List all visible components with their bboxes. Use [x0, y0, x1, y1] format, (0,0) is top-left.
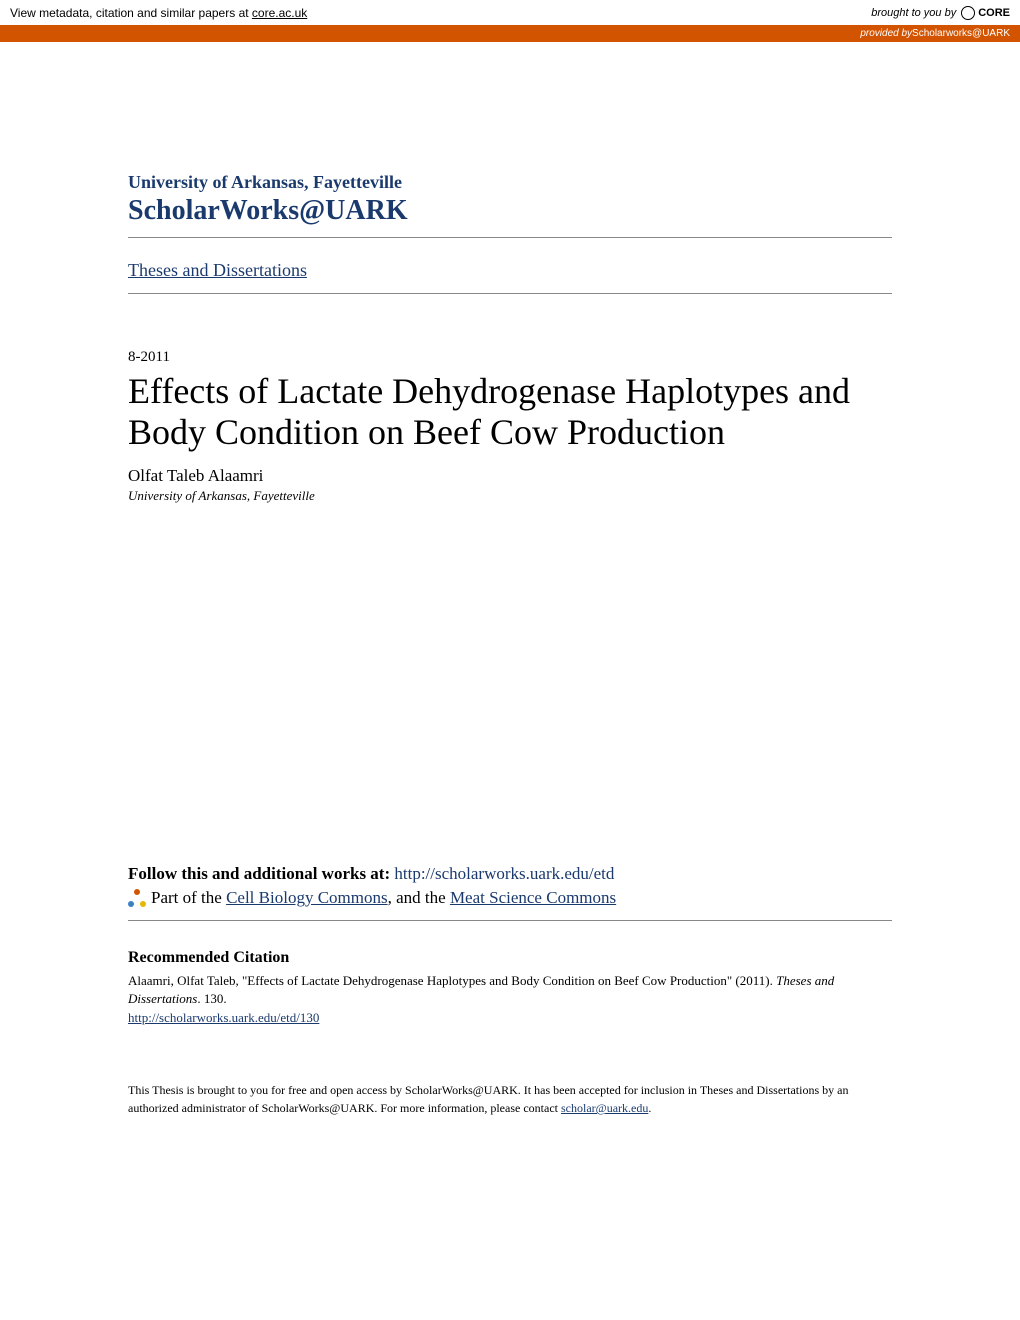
- banner-right: brought to you by CORE: [871, 6, 1010, 20]
- part-of-row: Part of the Cell Biology Commons, and th…: [128, 888, 892, 908]
- provided-by-value: Scholarworks@UARK: [912, 28, 1010, 39]
- follow-label: Follow this and additional works at:: [128, 864, 394, 883]
- citation-part1: Alaamri, Olfat Taleb, "Effects of Lactat…: [128, 973, 776, 988]
- banner-left: View metadata, citation and similar pape…: [10, 6, 307, 20]
- theses-dissertations-link[interactable]: Theses and Dissertations: [128, 260, 892, 281]
- author-affiliation: University of Arkansas, Fayetteville: [128, 488, 892, 504]
- partof-prefix: Part of the: [151, 888, 226, 907]
- etd-url-link[interactable]: http://scholarworks.uark.edu/etd: [394, 864, 614, 883]
- meat-science-commons-link[interactable]: Meat Science Commons: [450, 888, 616, 907]
- author-name: Olfat Taleb Alaamri: [128, 466, 892, 486]
- repository-title[interactable]: ScholarWorks@UARK: [128, 195, 892, 227]
- divider-3: [128, 920, 892, 921]
- network-icon[interactable]: [128, 889, 146, 907]
- core-logo[interactable]: CORE: [961, 6, 1010, 20]
- core-banner: View metadata, citation and similar pape…: [0, 0, 1020, 25]
- core-brand-text: CORE: [978, 7, 1010, 19]
- cell-biology-commons-link[interactable]: Cell Biology Commons: [226, 888, 388, 907]
- core-ac-uk-link[interactable]: core.ac.uk: [252, 6, 307, 20]
- publication-date: 8-2011: [128, 349, 892, 366]
- citation-text: Alaamri, Olfat Taleb, "Effects of Lactat…: [128, 972, 892, 1008]
- core-circle-icon: [961, 6, 975, 20]
- brought-by-text: brought to you by: [871, 7, 956, 19]
- partof-middle: , and the: [388, 888, 450, 907]
- footer-text: This Thesis is brought to you for free a…: [128, 1081, 892, 1117]
- divider-2: [128, 293, 892, 294]
- scholar-email-link[interactable]: scholar@uark.edu: [561, 1101, 648, 1115]
- page-content: University of Arkansas, Fayetteville Sch…: [0, 42, 1020, 1117]
- institution-name[interactable]: University of Arkansas, Fayetteville: [128, 172, 892, 193]
- provided-by-bar: provided by Scholarworks@UARK: [0, 25, 1020, 42]
- citation-part2: . 130.: [197, 991, 226, 1006]
- provided-by-label: provided by: [860, 28, 912, 39]
- banner-left-text: View metadata, citation and similar pape…: [10, 6, 252, 20]
- follow-section: Follow this and additional works at: htt…: [128, 864, 892, 908]
- divider-1: [128, 237, 892, 238]
- footer-part1: This Thesis is brought to you for free a…: [128, 1083, 848, 1115]
- citation-heading: Recommended Citation: [128, 949, 892, 967]
- paper-title: Effects of Lactate Dehydrogenase Haploty…: [128, 371, 892, 454]
- partof-text: Part of the Cell Biology Commons, and th…: [151, 888, 616, 908]
- footer-part2: .: [648, 1101, 651, 1115]
- citation-url-link[interactable]: http://scholarworks.uark.edu/etd/130: [128, 1010, 892, 1026]
